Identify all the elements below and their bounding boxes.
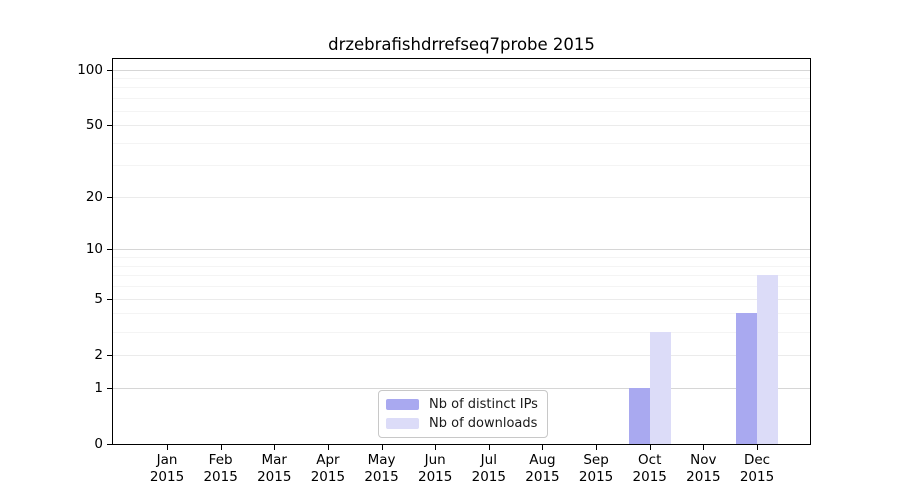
bar-nb-of-downloads — [757, 275, 778, 444]
x-tick-label-year: 2015 — [471, 468, 506, 485]
legend-item-downloads: Nb of downloads — [386, 415, 538, 432]
x-tick-label-year: 2015 — [417, 468, 453, 485]
legend: Nb of distinct IPs Nb of downloads — [378, 390, 548, 438]
x-tick-label-year: 2015 — [257, 468, 292, 485]
x-tick-label: Apr 2015 — [298, 452, 358, 485]
y-minor-gridline — [113, 87, 810, 89]
y-tick-mark — [107, 197, 113, 198]
x-tick-mark — [596, 445, 598, 450]
y-tick-label: 10 — [85, 241, 103, 258]
y-gridline — [113, 125, 810, 127]
y-tick-mark — [107, 249, 113, 251]
x-tick-label-year: 2015 — [525, 468, 560, 485]
y-tick-label: 5 — [94, 290, 103, 307]
x-tick-label: Dec 2015 — [727, 452, 787, 485]
y-gridline — [113, 69, 810, 71]
legend-item-distinct-ips: Nb of distinct IPs — [386, 396, 538, 413]
legend-swatch-downloads — [386, 418, 419, 429]
x-tick-mark — [703, 445, 705, 450]
legend-label-distinct-ips: Nb of distinct IPs — [429, 397, 538, 412]
y-minor-gridline — [113, 142, 810, 144]
y-gridline — [113, 298, 810, 300]
y-tick-label: 50 — [85, 117, 103, 134]
chart-title: drzebrafishdrrefseq7probe 2015 — [328, 35, 595, 54]
x-tick-label-year: 2015 — [310, 468, 346, 485]
y-minor-gridline — [113, 110, 810, 112]
x-tick-mark — [542, 445, 544, 450]
y-tick-mark — [107, 298, 113, 300]
legend-label-downloads: Nb of downloads — [429, 416, 538, 431]
x-tick-label: Mar 2015 — [244, 452, 304, 485]
x-tick-mark — [274, 445, 276, 450]
y-minor-gridline — [113, 98, 810, 100]
y-minor-gridline — [113, 286, 810, 288]
x-tick-mark — [649, 445, 651, 450]
x-tick-label: Jul 2015 — [459, 452, 519, 485]
y-tick-mark — [107, 125, 113, 127]
x-tick-label-month: Feb — [208, 452, 233, 468]
bar-nb-of-downloads — [649, 331, 671, 444]
x-tick-label-month: Jun — [424, 452, 446, 468]
x-tick-label-month: Jan — [156, 452, 178, 468]
y-minor-gridline — [113, 275, 810, 277]
x-tick-label-month: Mar — [261, 452, 287, 468]
x-tick-label-year: 2015 — [686, 468, 721, 485]
x-tick-mark — [488, 445, 490, 450]
x-tick-label-year: 2015 — [364, 468, 399, 485]
y-tick-mark — [107, 69, 113, 71]
y-minor-gridline — [113, 78, 810, 80]
y-tick-mark — [107, 387, 113, 389]
x-tick-mark — [435, 445, 437, 450]
x-tick-label-year: 2015 — [578, 468, 614, 485]
y-tick-mark — [107, 354, 113, 356]
x-tick-mark — [381, 445, 383, 450]
x-tick-mark — [327, 445, 329, 450]
x-tick-label: May 2015 — [352, 452, 412, 485]
bar-nb-of-distinct-ips — [628, 387, 650, 444]
x-tick-label-year: 2015 — [632, 468, 667, 485]
y-minor-gridline — [113, 165, 810, 167]
y-minor-gridline — [113, 331, 810, 333]
x-tick-label-year: 2015 — [149, 468, 185, 485]
y-tick-label: 1 — [94, 379, 103, 396]
x-tick-label-month: Dec — [743, 452, 771, 468]
x-tick-label-year: 2015 — [739, 468, 775, 485]
x-tick-label: Oct 2015 — [620, 452, 680, 485]
y-gridline — [113, 249, 810, 251]
x-tick-label-month: Aug — [529, 452, 556, 468]
y-tick-mark — [107, 444, 113, 445]
x-tick-label: Jan 2015 — [137, 452, 197, 485]
x-tick-mark — [757, 445, 758, 450]
x-tick-label: Sep 2015 — [566, 452, 626, 485]
x-tick-label-year: 2015 — [203, 468, 238, 485]
x-tick-label: Aug 2015 — [512, 452, 572, 485]
y-minor-gridline — [113, 265, 810, 267]
x-tick-label: Nov 2015 — [673, 452, 733, 485]
x-tick-label: Jun 2015 — [405, 452, 465, 485]
y-tick-label: 20 — [85, 189, 103, 205]
y-minor-gridline — [113, 313, 810, 315]
x-tick-label-month: Apr — [316, 452, 340, 468]
x-tick-label: Feb 2015 — [191, 452, 251, 485]
y-tick-label: 0 — [94, 436, 103, 452]
y-tick-label: 100 — [77, 61, 103, 78]
x-tick-mark — [167, 445, 168, 450]
x-tick-label-month: Nov — [690, 452, 717, 468]
legend-swatch-distinct-ips — [386, 399, 419, 410]
y-gridline — [113, 387, 810, 389]
x-tick-label-month: Oct — [638, 452, 662, 468]
y-minor-gridline — [113, 257, 810, 259]
x-tick-mark — [220, 445, 222, 450]
x-tick-label-month: Jul — [480, 452, 497, 468]
y-tick-label: 2 — [94, 346, 103, 363]
y-gridline — [113, 354, 810, 356]
x-tick-label-month: May — [367, 452, 396, 468]
y-gridline — [113, 197, 810, 198]
bar-nb-of-distinct-ips — [736, 313, 757, 444]
x-tick-label-month: Sep — [583, 452, 609, 468]
